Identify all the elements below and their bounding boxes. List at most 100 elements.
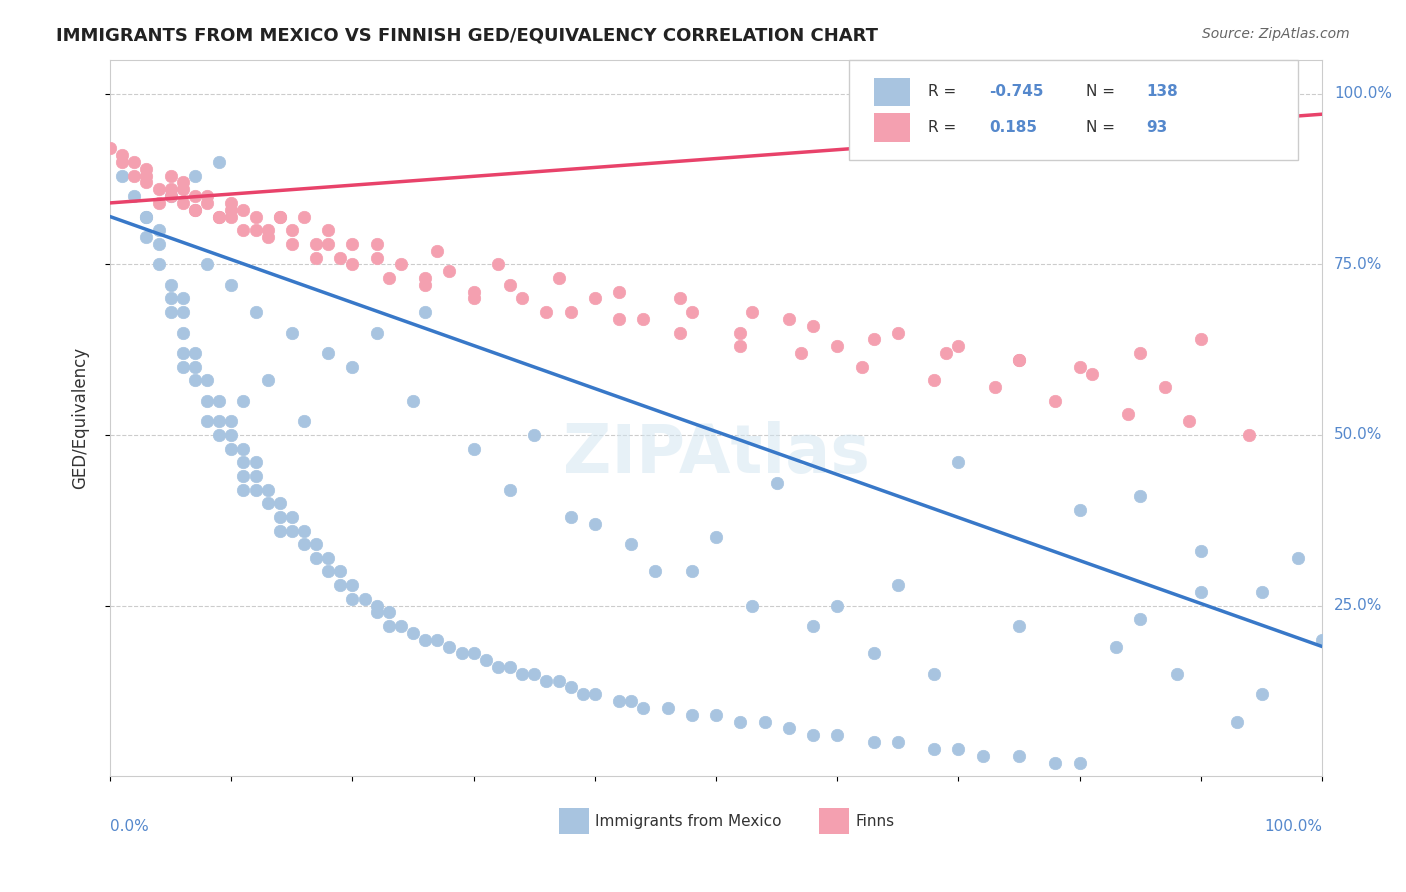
Point — [463, 285, 485, 299]
Point — [1178, 414, 1201, 428]
Point — [607, 312, 630, 326]
Point — [1286, 550, 1309, 565]
Point — [426, 632, 449, 647]
Point — [633, 312, 655, 326]
Point — [184, 169, 207, 183]
Point — [413, 632, 436, 647]
Point — [413, 305, 436, 319]
Point — [342, 591, 364, 606]
Point — [111, 148, 134, 162]
FancyBboxPatch shape — [849, 60, 1298, 160]
Point — [922, 666, 945, 681]
Point — [851, 359, 873, 374]
Point — [342, 236, 364, 251]
Point — [135, 210, 157, 224]
Point — [523, 428, 546, 442]
Point — [486, 660, 509, 674]
Point — [887, 578, 910, 592]
Point — [378, 271, 401, 285]
Point — [499, 277, 522, 292]
Text: 100.0%: 100.0% — [1264, 819, 1322, 834]
Text: 93: 93 — [1146, 120, 1167, 136]
Point — [948, 742, 970, 756]
Point — [184, 202, 207, 217]
Point — [342, 359, 364, 374]
Text: 50.0%: 50.0% — [1334, 427, 1382, 442]
Point — [184, 373, 207, 387]
Text: Source: ZipAtlas.com: Source: ZipAtlas.com — [1202, 27, 1350, 41]
Point — [413, 277, 436, 292]
Point — [681, 565, 703, 579]
Point — [292, 210, 315, 224]
Point — [219, 414, 242, 428]
Point — [1166, 666, 1188, 681]
Point — [439, 264, 461, 278]
Point — [172, 292, 194, 306]
Point — [232, 455, 254, 469]
Point — [292, 537, 315, 551]
Point — [135, 210, 157, 224]
Point — [281, 524, 304, 538]
Point — [499, 483, 522, 497]
Point — [316, 550, 339, 565]
Point — [219, 442, 242, 456]
Point — [560, 681, 582, 695]
Point — [633, 701, 655, 715]
Point — [402, 625, 425, 640]
Text: R =: R = — [928, 120, 962, 136]
Point — [450, 646, 472, 660]
Text: 138: 138 — [1146, 85, 1178, 99]
Point — [172, 195, 194, 210]
Point — [219, 428, 242, 442]
Point — [366, 251, 388, 265]
Point — [245, 483, 267, 497]
Point — [159, 305, 181, 319]
Point — [862, 735, 884, 749]
Point — [232, 393, 254, 408]
Point — [1250, 107, 1272, 121]
Text: ZIPAtlas: ZIPAtlas — [562, 421, 869, 487]
Point — [389, 619, 412, 633]
Point — [827, 339, 849, 353]
Point — [172, 182, 194, 196]
Point — [353, 591, 375, 606]
Point — [389, 257, 412, 271]
Point — [366, 326, 388, 340]
Point — [644, 565, 666, 579]
Point — [111, 155, 134, 169]
Point — [316, 236, 339, 251]
Point — [1008, 748, 1031, 763]
Point — [195, 195, 218, 210]
Point — [1069, 503, 1091, 517]
Point — [1116, 408, 1139, 422]
Point — [316, 346, 339, 360]
Point — [269, 210, 291, 224]
Point — [148, 195, 170, 210]
Point — [219, 202, 242, 217]
Point — [269, 524, 291, 538]
Point — [195, 189, 218, 203]
Text: -0.745: -0.745 — [988, 85, 1043, 99]
Point — [172, 305, 194, 319]
Point — [730, 326, 752, 340]
Point — [159, 169, 181, 183]
Point — [741, 599, 763, 613]
Point — [765, 475, 787, 490]
Text: Immigrants from Mexico: Immigrants from Mexico — [595, 814, 782, 829]
Point — [378, 619, 401, 633]
Point — [135, 169, 157, 183]
Point — [1189, 544, 1212, 558]
Text: Finns: Finns — [855, 814, 894, 829]
Point — [402, 393, 425, 408]
Point — [1008, 619, 1031, 633]
Point — [342, 578, 364, 592]
Point — [510, 666, 533, 681]
Point — [681, 305, 703, 319]
Point — [778, 312, 800, 326]
Point — [232, 202, 254, 217]
Point — [232, 442, 254, 456]
Point — [111, 169, 134, 183]
Point — [426, 244, 449, 258]
Point — [159, 277, 181, 292]
Point — [1189, 333, 1212, 347]
